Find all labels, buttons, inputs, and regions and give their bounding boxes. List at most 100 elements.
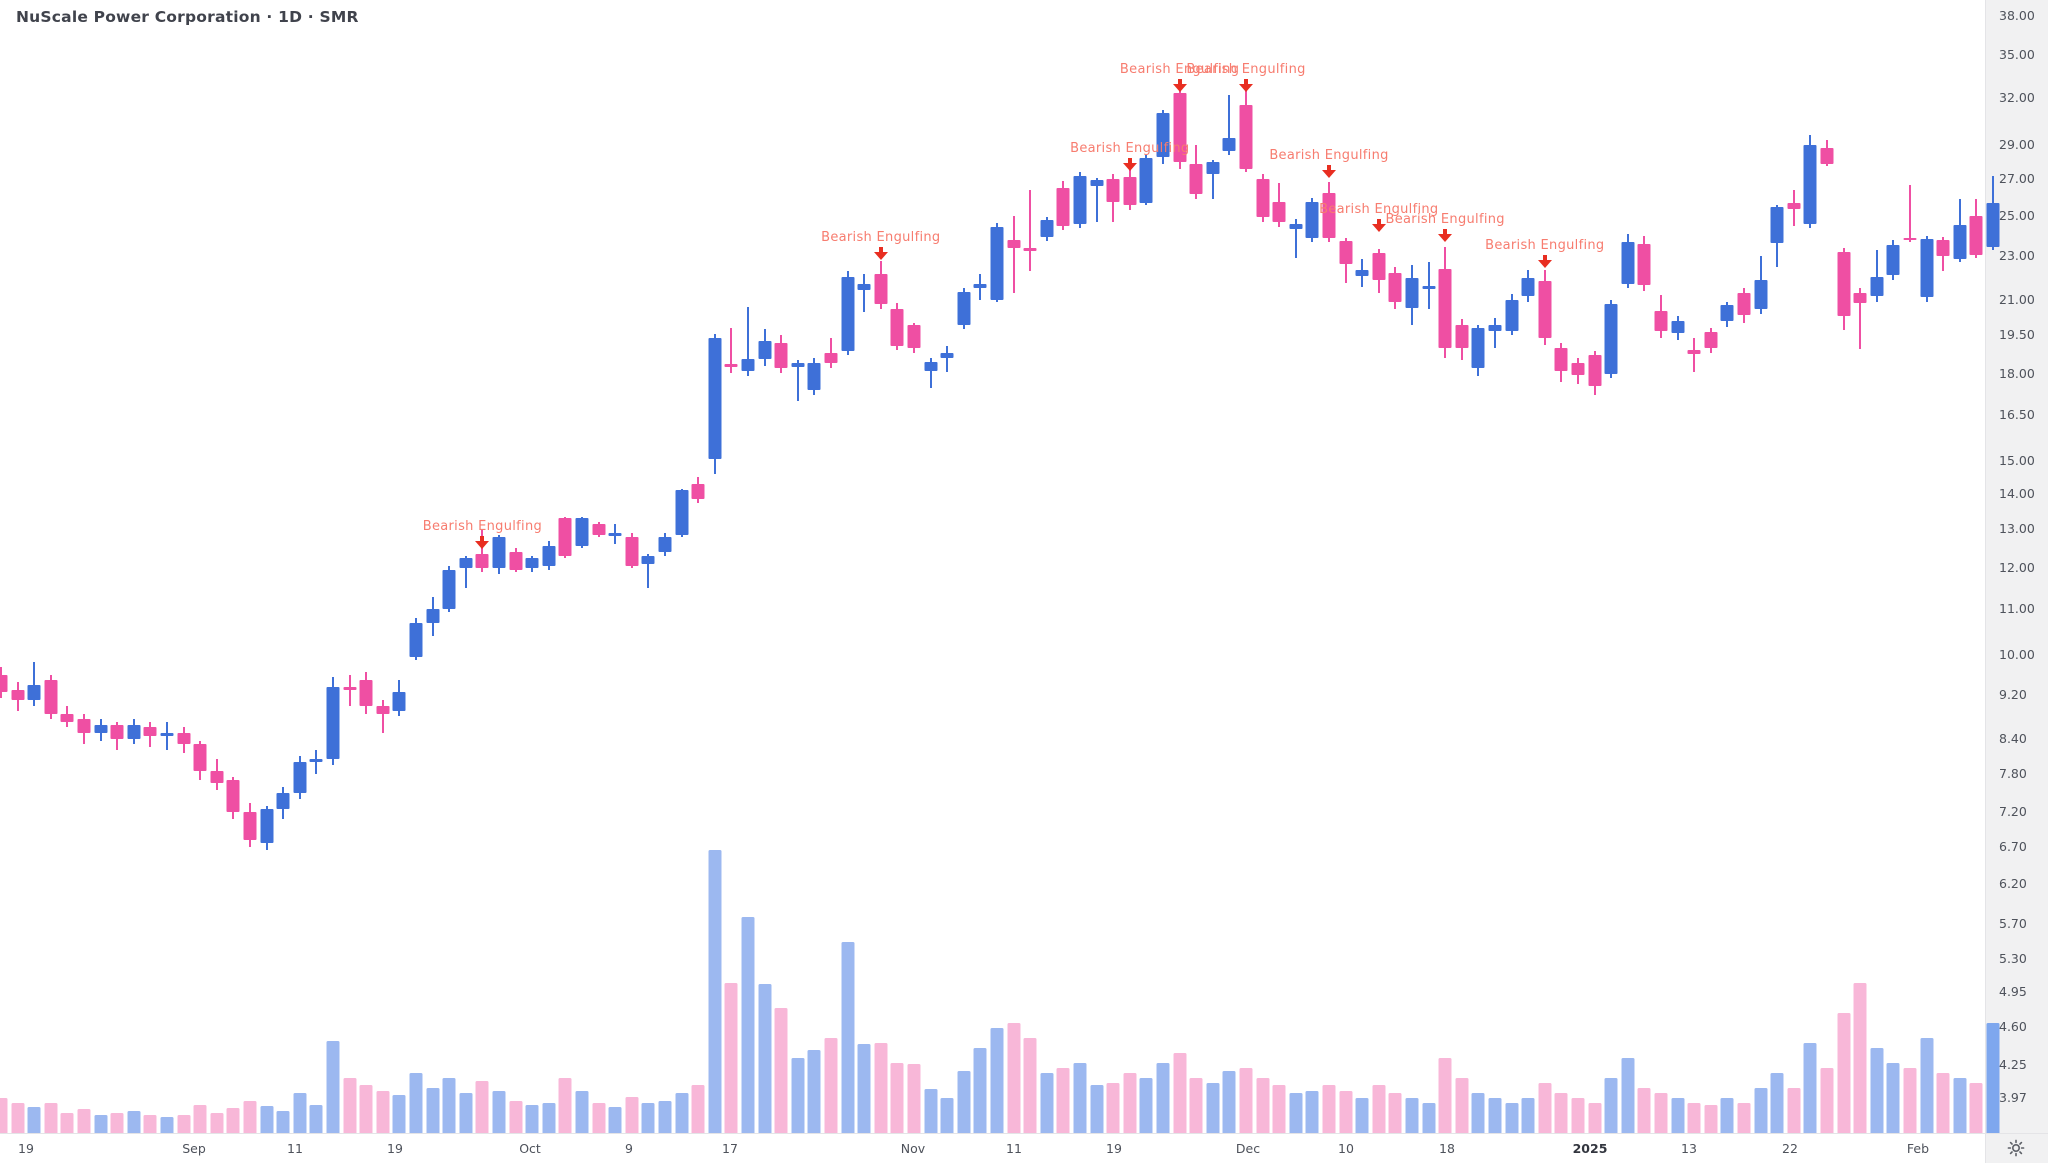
volume-bar <box>924 1089 938 1133</box>
volume-bar <box>641 1103 655 1133</box>
candle-wick <box>381 700 384 733</box>
volume-bar <box>658 1101 672 1133</box>
candle-body <box>426 609 440 623</box>
volume-bar <box>791 1058 805 1133</box>
candle-body <box>957 291 971 326</box>
volume-bar <box>1920 1038 1934 1133</box>
candle-body <box>1737 292 1751 315</box>
down-arrow-icon <box>1239 79 1253 92</box>
candle-body <box>160 732 174 736</box>
candle-wick <box>348 674 351 706</box>
volume-bar <box>276 1111 290 1133</box>
time-axis-label: 13 <box>1681 1141 1697 1156</box>
price-axis-label: 32.00 <box>1999 89 2035 105</box>
price-axis-label: 19.50 <box>1999 327 2035 343</box>
volume-bar <box>1422 1103 1436 1133</box>
volume-bar <box>1405 1098 1419 1133</box>
price-axis[interactable]: 38.00 35.00 32.00 29.00 27.00 25.00 23.00 21.00… <box>1985 0 2048 1133</box>
volume-bar <box>1139 1078 1153 1133</box>
volume-bar <box>1123 1073 1137 1133</box>
volume-bar <box>525 1105 539 1133</box>
candle-wick <box>1909 184 1911 242</box>
candle-wick <box>946 346 949 373</box>
volume-bar <box>1372 1085 1386 1133</box>
price-axis-label: 3.97 <box>1999 1089 2027 1105</box>
candle-body <box>940 352 954 358</box>
volume-bar <box>1289 1093 1303 1133</box>
candle-body <box>1936 239 1950 257</box>
down-arrow-icon <box>1537 255 1552 268</box>
candle-wick <box>1095 177 1098 222</box>
candle-body <box>27 684 41 701</box>
candle-body <box>1969 216 1983 256</box>
price-axis-label: 10.00 <box>1999 647 2035 663</box>
volume-bar <box>1355 1098 1369 1133</box>
candle-body <box>1671 320 1685 333</box>
time-axis-label: Dec <box>1235 1141 1261 1156</box>
candle-body <box>874 274 888 305</box>
time-axis[interactable]: 19 Sep 11 19 Oct 9 17 Nov 11 19 Dec 10 18 2025 13 22 Feb <box>0 1133 2048 1163</box>
down-arrow-icon <box>475 536 490 549</box>
candle-body <box>459 557 473 568</box>
volume-bar <box>1754 1088 1768 1133</box>
candle-body <box>741 359 755 371</box>
price-axis-label: 8.40 <box>1999 730 2027 746</box>
candle-body <box>260 809 274 844</box>
price-axis-label: 25.00 <box>1999 208 2035 224</box>
volume-bar <box>1090 1085 1104 1133</box>
candle-body <box>807 362 821 390</box>
volume-bar <box>1339 1091 1353 1133</box>
volume-bar <box>260 1106 274 1133</box>
candle-body <box>309 758 323 762</box>
candle-body <box>1554 347 1568 371</box>
volume-bar <box>874 1043 888 1133</box>
volume-bar <box>426 1088 440 1133</box>
candle-body <box>558 518 572 556</box>
volume-bar <box>1571 1098 1585 1133</box>
candle-body <box>890 308 904 347</box>
candle-body <box>1886 244 1900 276</box>
candle-body <box>1023 247 1037 251</box>
symbol-title: NuScale Power Corporation · 1D · SMR <box>16 8 359 26</box>
candle-body <box>1139 158 1153 203</box>
candle-body <box>641 555 655 564</box>
price-axis-label: 4.95 <box>1999 983 2027 999</box>
volume-bar <box>1156 1063 1170 1133</box>
candle-wick <box>647 553 650 589</box>
down-arrow-icon <box>873 247 888 260</box>
volume-bar <box>509 1101 523 1133</box>
volume-bar <box>558 1078 572 1133</box>
price-axis-label: 29.00 <box>1999 137 2035 153</box>
volume-bar <box>1720 1098 1734 1133</box>
price-axis-label: 9.20 <box>1999 687 2027 702</box>
candle-body <box>1388 273 1402 302</box>
volume-bar <box>1488 1098 1502 1133</box>
candle-wick <box>796 360 799 401</box>
volume-bar <box>0 1098 8 1133</box>
candle-body <box>1621 241 1635 284</box>
candle-body <box>1920 238 1934 298</box>
time-axis-label: 19 <box>387 1141 403 1156</box>
volume-bar <box>1803 1043 1817 1133</box>
chart-canvas[interactable]: 38.00 35.00 32.00 29.00 27.00 25.00 23.00 21.00… <box>0 0 2048 1133</box>
volume-bar <box>1936 1073 1950 1133</box>
candle-body <box>210 771 224 784</box>
bearish-engulfing-label: Bearish Engulfing <box>1385 212 1505 227</box>
volume-bar <box>475 1081 489 1133</box>
price-axis-label: 5.70 <box>1999 916 2027 932</box>
candle-body <box>60 713 74 722</box>
volume-bar <box>691 1085 705 1133</box>
candle-body <box>1654 311 1668 332</box>
settings-gear-button[interactable] <box>2005 1137 2027 1159</box>
candle-body <box>1820 148 1834 164</box>
volume-bar <box>160 1117 174 1133</box>
candle-body <box>658 536 672 553</box>
candle-body <box>1853 292 1867 304</box>
candle-body <box>1986 202 2000 247</box>
volume-bar <box>1023 1038 1037 1133</box>
candle-body <box>143 727 157 736</box>
candle-body <box>1588 355 1602 386</box>
candle-body <box>774 342 788 369</box>
candle-body <box>973 283 987 289</box>
candle-body <box>177 732 191 745</box>
